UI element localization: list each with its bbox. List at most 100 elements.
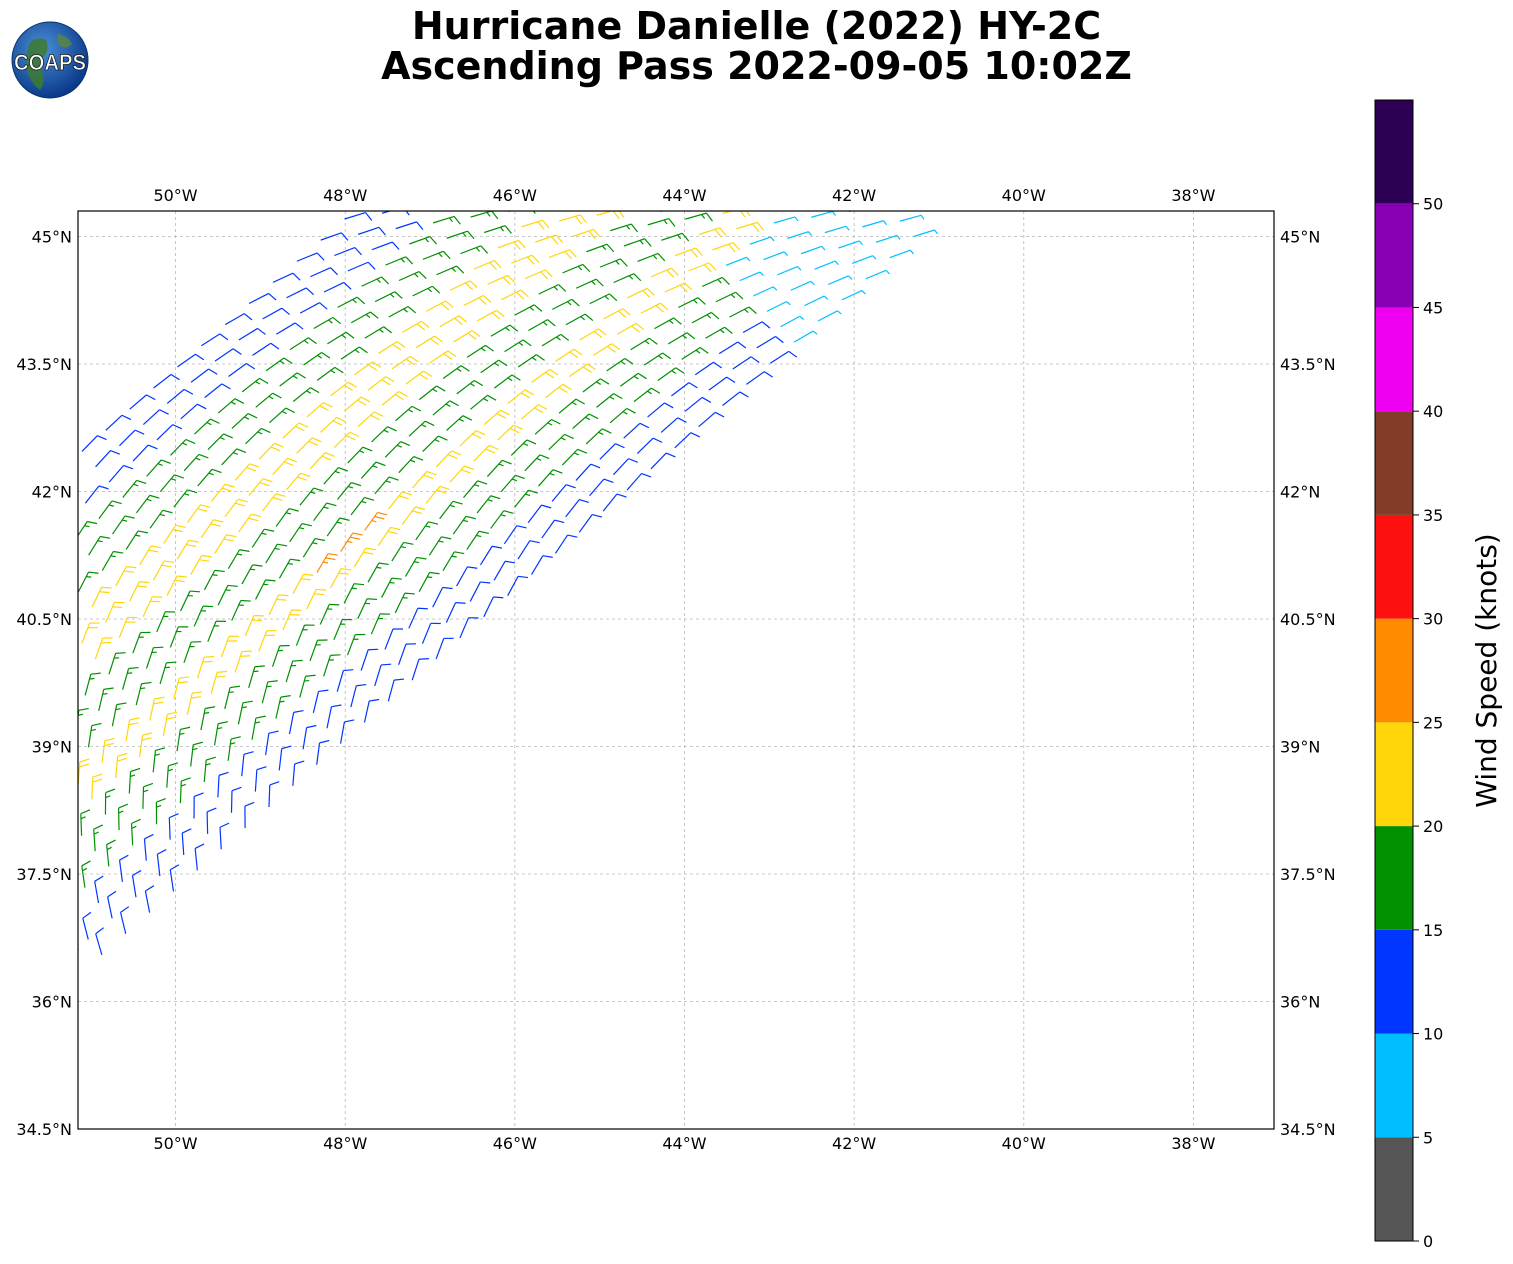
wind-barb [729, 306, 757, 318]
wind-barb [422, 250, 451, 260]
wind-barb [98, 500, 122, 520]
wind-barb [535, 234, 564, 245]
wind-barb [559, 214, 587, 225]
wind-barb [145, 646, 164, 669]
wind-barb [565, 498, 589, 518]
wind-barb [101, 550, 124, 571]
wind-barb [278, 745, 292, 771]
wind-barb [674, 247, 703, 258]
wind-barb [286, 287, 315, 299]
wind-barb [336, 481, 362, 500]
colorbar-swatch [1375, 929, 1413, 1034]
wind-barb [466, 530, 489, 550]
wind-barb [585, 428, 612, 445]
wind-barb [169, 626, 189, 648]
wind-barb [538, 469, 563, 487]
wind-barb [296, 252, 325, 262]
map-frame [77, 210, 1275, 1130]
wind-barb [217, 771, 229, 798]
wind-barb [388, 491, 412, 510]
wind-barb [197, 468, 222, 487]
wind-barb [913, 229, 939, 238]
wind-barb [292, 760, 305, 786]
wind-barb [572, 413, 599, 429]
wind-barb [681, 347, 709, 360]
wind-barb [94, 875, 104, 904]
wind-barb [119, 906, 130, 934]
wind-barb [221, 448, 247, 466]
colorbar-label: Wind Speed (knots) [1470, 533, 1503, 807]
wind-barb [408, 420, 435, 437]
colorbar-swatch [1375, 826, 1413, 930]
wind-barb [115, 565, 137, 587]
wind-barb [773, 216, 799, 224]
wind-barb [453, 330, 481, 343]
wind-barb [538, 284, 567, 295]
wind-barb [309, 639, 328, 662]
wind-barb [177, 353, 205, 368]
wind-barb [78, 758, 90, 784]
wind-barb [272, 457, 298, 475]
wind-barb [527, 504, 552, 524]
wind-barb [404, 556, 427, 577]
wind-barb [295, 624, 315, 646]
wind-barb [268, 407, 296, 424]
wind-barb [418, 385, 446, 401]
wind-barb [385, 256, 414, 266]
wind-barb [268, 781, 280, 807]
wind-barb [483, 596, 504, 618]
wind-barb [398, 455, 424, 474]
wind-barb [78, 520, 98, 537]
wind-barb [469, 581, 491, 602]
wind-barb [217, 584, 238, 606]
wind-barb [336, 669, 354, 692]
wind-barb [374, 291, 403, 303]
wind-barb [568, 363, 596, 378]
wind-barb [131, 869, 142, 898]
wind-barb [153, 374, 180, 389]
wind-barb [422, 435, 448, 452]
wind-barb [255, 579, 276, 600]
wind-barb [371, 241, 400, 251]
wind-barb [306, 588, 327, 610]
wind-barb [176, 726, 191, 752]
wind-barb [688, 262, 717, 273]
wind-barb [210, 670, 228, 694]
wind-barb [776, 265, 802, 276]
wind-barb [207, 433, 233, 450]
wind-barb [787, 231, 813, 239]
wind-barb [166, 388, 194, 404]
wind-barb [487, 274, 516, 285]
wind-barb [238, 513, 262, 533]
wind-barb [671, 382, 698, 397]
wind-barb [87, 722, 102, 748]
wind-barb [558, 398, 585, 414]
wind-barb [118, 803, 129, 830]
wind-barb [603, 308, 631, 320]
wind-barb [357, 598, 378, 619]
wind-barb [661, 232, 690, 242]
colorbar: 0 5 10 15 20 25 30 35 40 45 50 [1374, 99, 1443, 1251]
wind-barb [626, 287, 655, 299]
wind-barb [507, 389, 535, 404]
lat-tick-label-left: 45°N [32, 228, 72, 247]
wind-barb [528, 319, 556, 332]
wind-barb [258, 630, 277, 652]
colorbar-swatch [1375, 722, 1413, 827]
wind-barb [333, 431, 360, 449]
wind-barb [166, 575, 188, 596]
wind-barb [626, 472, 652, 491]
wind-barb [470, 394, 497, 410]
wind-barb [180, 403, 207, 420]
wind-barb [466, 344, 494, 358]
wind-barb [214, 348, 242, 362]
wind-barb [667, 332, 696, 345]
wind-barb [156, 611, 176, 633]
wind-barb [265, 730, 279, 756]
lat-tick-label-right: 37.5°N [1280, 865, 1336, 884]
wind-barb [262, 307, 290, 320]
wind-barb [511, 254, 540, 265]
wind-barb [473, 260, 502, 271]
wind-barb [203, 756, 216, 783]
wind-barb [504, 339, 532, 353]
